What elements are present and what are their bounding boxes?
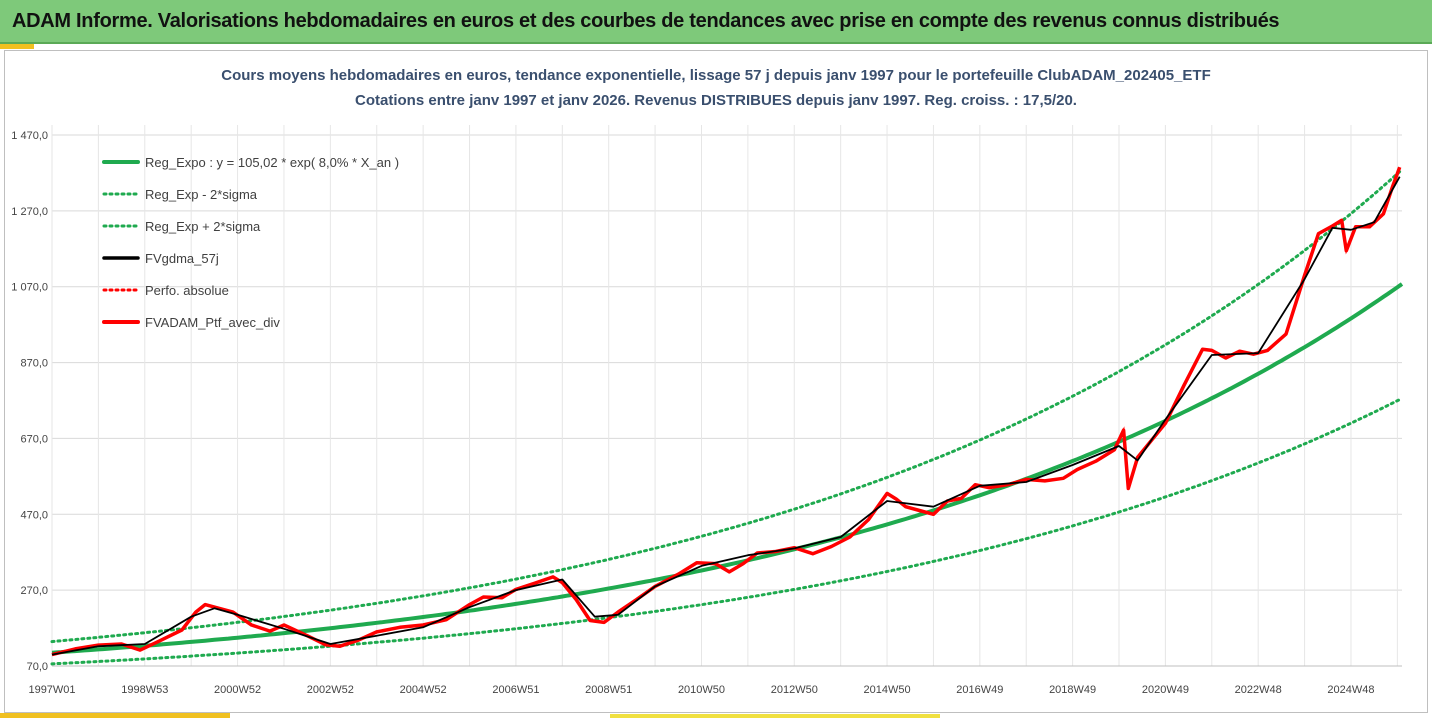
reg-plus-2sigma-line (50, 168, 1404, 644)
decor-stripe-bottom-left (0, 713, 230, 718)
x-tick-label: 2016W49 (956, 684, 1003, 696)
x-tick-label: 2000W52 (214, 684, 261, 696)
fvgdma-57j-line (51, 176, 1401, 656)
report-title: ADAM Informe. Valorisations hebdomadaire… (12, 10, 1280, 32)
chart-title-line-2: Cotations entre janv 1997 et janv 2026. … (355, 92, 1077, 109)
y-tick-label: 1 270,0 (11, 206, 48, 218)
decor-stripe-top-left (0, 44, 34, 49)
x-tick-label: 2002W52 (307, 684, 354, 696)
y-tick-label: 1 470,0 (11, 130, 48, 142)
chart-frame (4, 50, 1428, 713)
x-tick-label: 2010W50 (678, 684, 725, 696)
legend-label: FVgdma_57j (145, 251, 219, 266)
x-tick-label: 2018W49 (1049, 684, 1096, 696)
fvadam-ptf-line (51, 166, 1402, 657)
x-tick-label: 2020W49 (1142, 684, 1189, 696)
legend-label: Reg_Expo : y = 105,02 * exp( 8,0% * X_an… (145, 155, 399, 170)
x-tick-label: 2012W50 (771, 684, 818, 696)
reg-minus-2sigma-line (50, 396, 1404, 666)
reg-expo-line (51, 282, 1404, 655)
report-banner: ADAM Informe. Valorisations hebdomadaire… (0, 0, 1432, 44)
x-tick-label: 2014W50 (864, 684, 911, 696)
legend-label: FVADAM_Ptf_avec_div (145, 315, 280, 330)
legend-label: Perfo. absolue (145, 283, 229, 298)
chart-title-line-1: Cours moyens hebdomadaires en euros, ten… (221, 67, 1211, 84)
x-tick-label: 2004W52 (400, 684, 447, 696)
y-tick-label: 870,0 (20, 358, 48, 370)
x-tick-label: 2024W48 (1327, 684, 1374, 696)
decor-stripe-bottom-middle (610, 714, 940, 718)
y-tick-label: 270,0 (20, 585, 48, 597)
x-tick-label: 1997W01 (28, 684, 75, 696)
y-tick-label: 470,0 (20, 509, 48, 521)
perfo-absolue-line (51, 166, 1401, 656)
x-tick-label: 1998W53 (121, 684, 168, 696)
y-tick-label: 670,0 (20, 433, 48, 445)
x-tick-label: 2008W51 (585, 684, 632, 696)
y-tick-label: 1 070,0 (11, 282, 48, 294)
x-tick-label: 2022W48 (1235, 684, 1282, 696)
x-tick-label: 2006W51 (492, 684, 539, 696)
y-tick-label: 70,0 (27, 661, 48, 673)
legend-label: Reg_Exp - 2*sigma (145, 187, 258, 202)
legend-label: Reg_Exp + 2*sigma (145, 219, 261, 234)
